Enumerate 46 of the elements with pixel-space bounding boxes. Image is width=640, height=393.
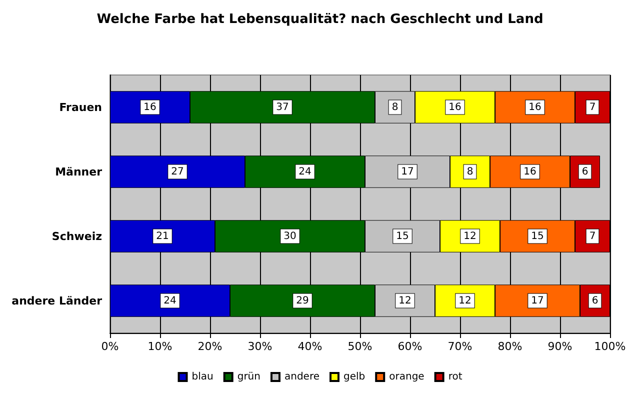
data-label: 12 bbox=[398, 295, 412, 306]
x-tick-label: 100% bbox=[594, 340, 626, 353]
legend-label: grün bbox=[237, 372, 260, 382]
data-label: 16 bbox=[528, 102, 542, 113]
data-label: 17 bbox=[401, 166, 414, 178]
legend-label: orange bbox=[389, 372, 424, 382]
legend-label: rot bbox=[448, 372, 462, 382]
legend-label: andere bbox=[284, 372, 320, 382]
data-label: 24 bbox=[164, 295, 176, 306]
data-label: 7 bbox=[589, 102, 596, 113]
chart-title: Welche Farbe hat Lebensqualität? nach Geschlecht und Land bbox=[96, 12, 544, 27]
x-tick-label: 80% bbox=[498, 340, 522, 353]
y-tick-label: andere Länder bbox=[12, 294, 103, 308]
y-tick-label: Schweiz bbox=[52, 230, 102, 243]
x-tick-label: 20% bbox=[198, 340, 222, 353]
data-label: 7 bbox=[589, 230, 596, 242]
x-tick-label: 60% bbox=[398, 340, 422, 353]
x-tick-label: 50% bbox=[348, 340, 372, 353]
data-label: 37 bbox=[276, 102, 289, 113]
data-label: 21 bbox=[156, 230, 169, 242]
data-label: 6 bbox=[582, 166, 588, 178]
x-tick-label: 10% bbox=[148, 340, 172, 353]
data-label: 8 bbox=[392, 102, 398, 113]
data-label: 24 bbox=[298, 166, 312, 178]
x-tick-label: 90% bbox=[548, 340, 572, 353]
y-tick-label: Männer bbox=[55, 165, 103, 178]
data-label: 15 bbox=[396, 230, 409, 242]
data-label: 29 bbox=[296, 295, 309, 306]
x-tick-label: 30% bbox=[248, 340, 272, 353]
data-label: 12 bbox=[458, 295, 472, 306]
data-label: 15 bbox=[531, 230, 544, 242]
data-label: 27 bbox=[171, 166, 184, 178]
data-label: 8 bbox=[466, 166, 474, 178]
x-tick-label: 70% bbox=[448, 340, 472, 353]
legend-label: blau bbox=[192, 372, 214, 382]
legend-label: gelb bbox=[343, 372, 366, 382]
data-label: 16 bbox=[524, 166, 536, 178]
data-label: 16 bbox=[448, 102, 462, 113]
data-label: 16 bbox=[144, 102, 156, 113]
data-label: 6 bbox=[592, 295, 598, 306]
data-label: 12 bbox=[464, 230, 476, 242]
data-label: 17 bbox=[531, 295, 544, 306]
x-tick-label: 0% bbox=[101, 340, 119, 353]
x-tick-label: 40% bbox=[298, 340, 322, 353]
data-label: 30 bbox=[284, 230, 296, 242]
y-tick-label: Frauen bbox=[59, 100, 102, 114]
